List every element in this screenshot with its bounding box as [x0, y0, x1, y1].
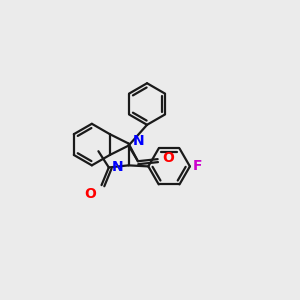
Text: N: N: [133, 134, 144, 148]
Text: O: O: [85, 188, 96, 201]
Text: O: O: [163, 151, 175, 165]
Text: F: F: [193, 159, 202, 173]
Text: N: N: [112, 160, 124, 173]
